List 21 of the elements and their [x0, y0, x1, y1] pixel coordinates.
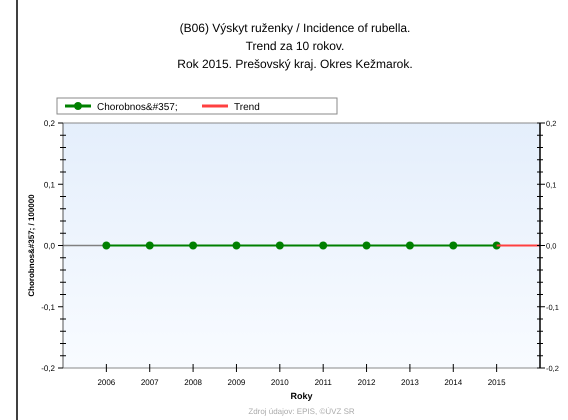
y-tick-label: 0,0: [44, 242, 56, 250]
y-axis-title: Chorobnos&#357; / 100000: [27, 194, 36, 297]
chart-title: (B06) Výskyt ruženky / Incidence of rubella. Trend za 10 rokov. Rok 2015. Prešovský kraj. Okres Kežmarok.: [177, 21, 413, 71]
text: Zdroj údajov: EPIS, ©ÚVZ SR: [248, 407, 355, 416]
x-tick-label: 2013: [401, 378, 420, 387]
x-tick-label: 2006: [97, 378, 116, 387]
x-tick-label: 2014: [444, 378, 463, 387]
y-tick-label: -0,2: [41, 364, 56, 373]
x-tick-label: 2007: [140, 378, 160, 387]
legend-label: Chorobnos&#357;: [97, 102, 178, 113]
x-tick-label: 2010: [270, 378, 290, 387]
x-tick-label: 2011: [314, 378, 332, 387]
x-tick-label: 2015: [488, 378, 506, 387]
x-axis-title: Roky: [290, 391, 313, 401]
x-tick-label: 2008: [184, 378, 203, 387]
y-tick-label: 0,1: [44, 180, 56, 190]
x-tick-label: 2012: [358, 378, 376, 387]
y-tick-label: -0,1: [41, 302, 56, 312]
y-tick-label: 0,2: [44, 119, 56, 128]
x-tick-label: 2009: [228, 378, 246, 387]
legend-label: Trend: [234, 102, 260, 113]
